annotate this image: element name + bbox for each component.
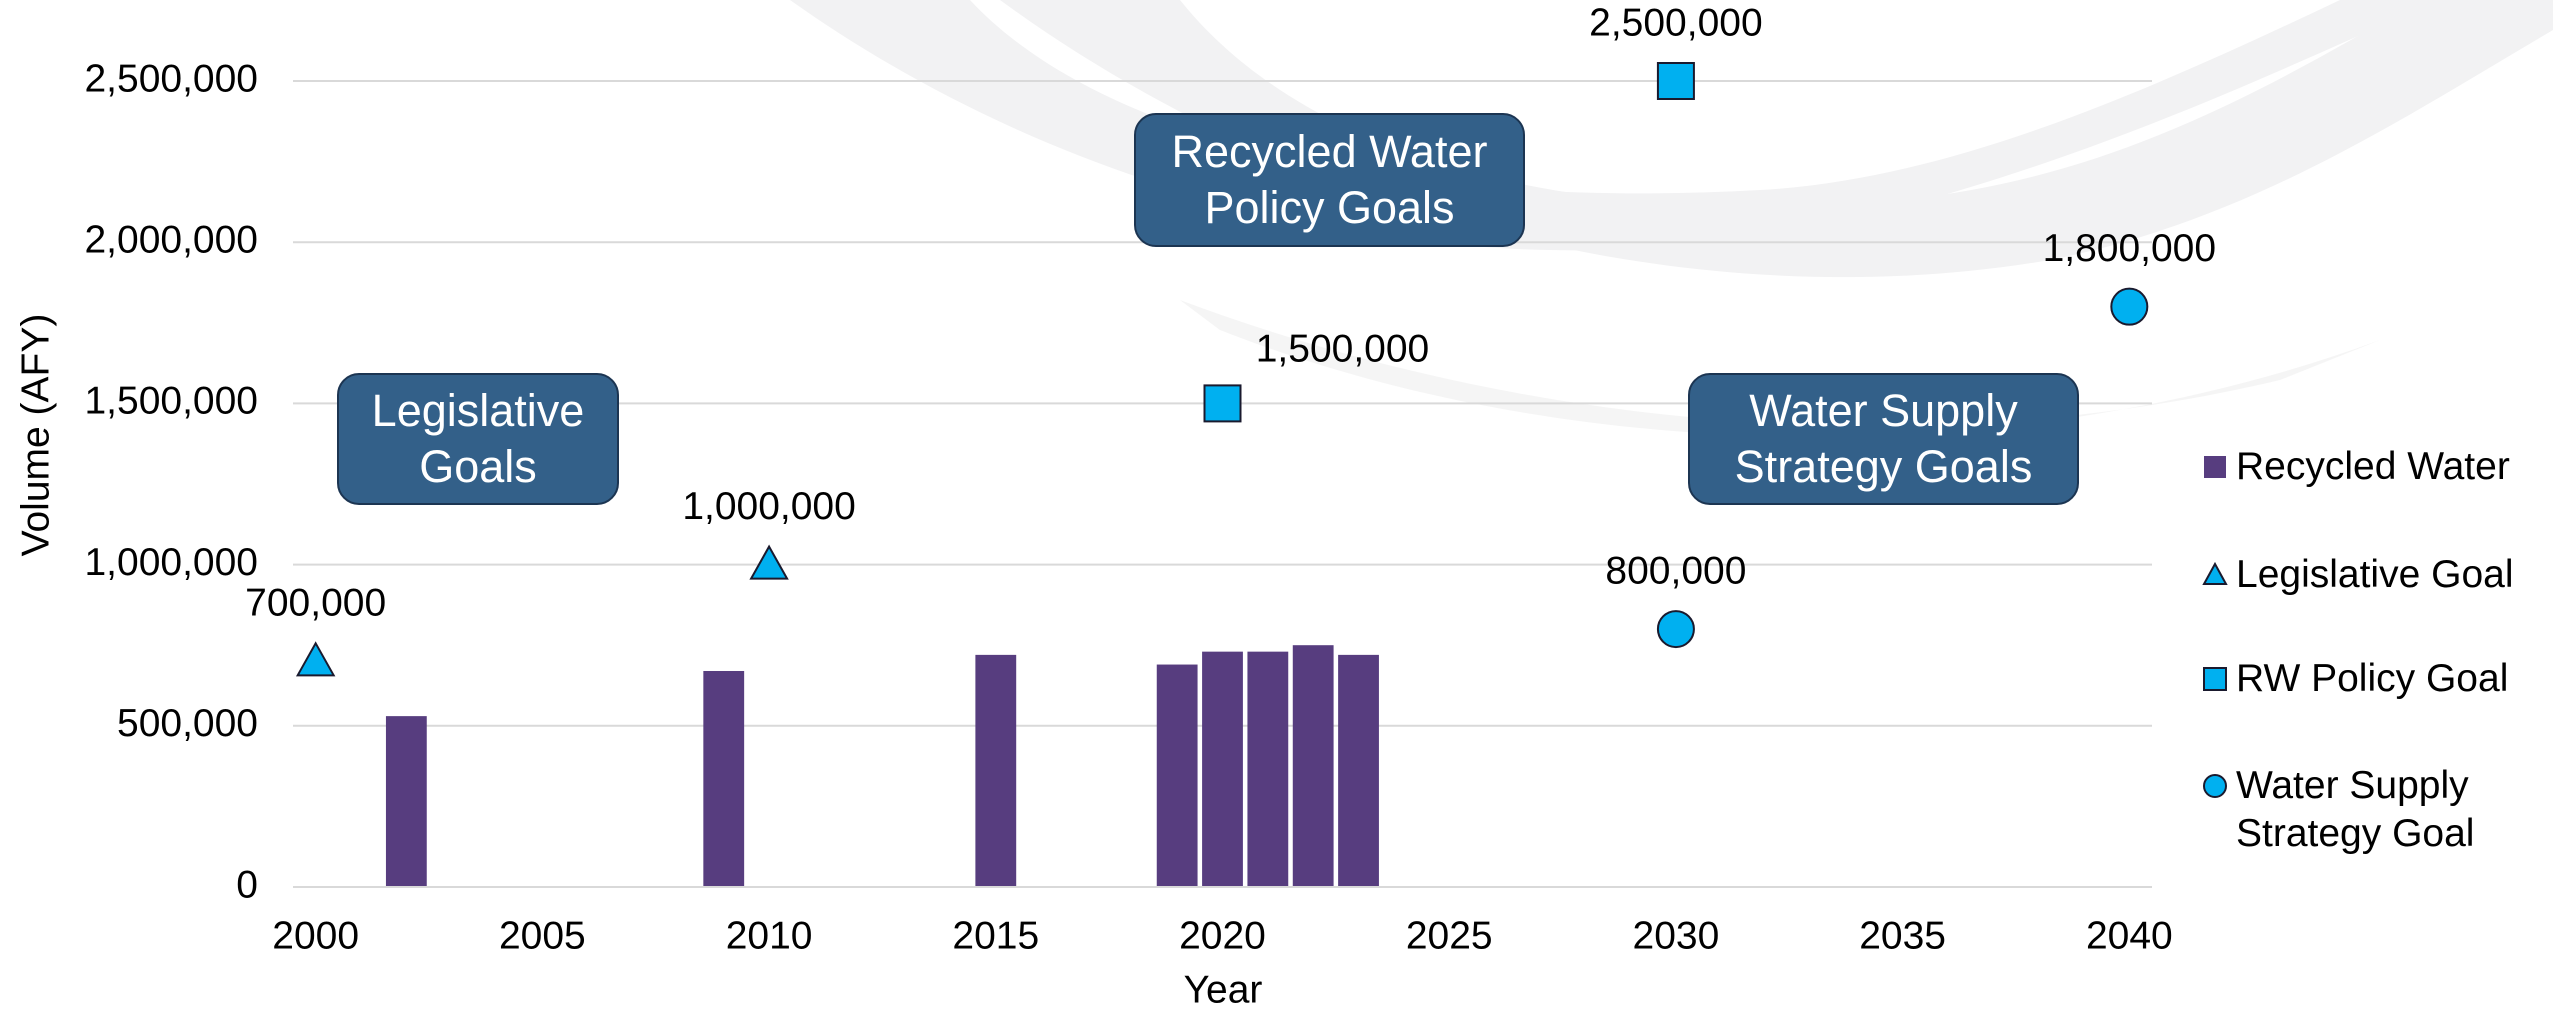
- legend-label: Recycled Water: [2236, 445, 2510, 488]
- y-tick-label: 1,500,000: [84, 380, 258, 423]
- y-tick-label: 2,000,000: [84, 218, 258, 261]
- x-tick-label: 2035: [1859, 914, 1946, 957]
- bar: [703, 670, 745, 887]
- x-tick-label: 2020: [1179, 914, 1266, 957]
- bar: [1292, 645, 1334, 887]
- y-axis-title: Volume (AFY): [14, 314, 57, 557]
- y-tick-label: 2,500,000: [84, 57, 258, 100]
- legend-swatch: [2203, 774, 2227, 798]
- legend-swatch: [2203, 667, 2227, 691]
- bar: [1202, 651, 1243, 887]
- annotation-box: Recycled Water Policy Goals: [1134, 113, 1525, 247]
- x-tick-label: 2015: [952, 914, 1039, 957]
- legend-swatch: [2204, 456, 2226, 478]
- marker: [295, 641, 336, 677]
- bar: [1247, 651, 1289, 887]
- legend-label: RW Policy Goal: [2236, 657, 2509, 700]
- bar: [1338, 654, 1379, 887]
- x-tick-label: 2025: [1406, 914, 1493, 957]
- annotation-box: Water Supply Strategy Goals: [1688, 373, 2079, 505]
- x-tick-label: 2000: [272, 914, 359, 957]
- bar: [975, 654, 1017, 887]
- legend-marker: [2202, 561, 2228, 585]
- legend-marker: [2204, 456, 2226, 478]
- data-label: 1,500,000: [1256, 328, 1430, 371]
- bar: [1156, 664, 1198, 887]
- x-tick-label: 2030: [1633, 914, 1720, 957]
- bar: [385, 716, 427, 887]
- marker: [1656, 62, 1695, 100]
- legend-marker: [2203, 667, 2227, 691]
- legend-swatch: [2202, 561, 2228, 585]
- data-label: 1,000,000: [682, 485, 856, 528]
- data-label: 800,000: [1605, 549, 1746, 592]
- y-tick-label: 0: [236, 863, 258, 906]
- x-tick-label: 2040: [2086, 914, 2173, 957]
- legend-label: Legislative Goal: [2236, 553, 2514, 596]
- x-axis-title: Year: [1184, 968, 1263, 1011]
- data-label: 700,000: [245, 582, 386, 625]
- data-label: 1,800,000: [2043, 227, 2217, 270]
- marker: [1203, 384, 1242, 423]
- marker: [2110, 287, 2149, 326]
- data-label: 2,500,000: [1589, 1, 1763, 44]
- marker: [749, 544, 789, 580]
- legend-marker: [2203, 774, 2227, 798]
- legend-label: Water Supply Strategy Goal: [2236, 764, 2475, 855]
- x-tick-label: 2005: [499, 914, 586, 957]
- x-tick-label: 2010: [726, 914, 813, 957]
- y-tick-label: 1,000,000: [84, 541, 258, 584]
- annotation-box: Legislative Goals: [337, 373, 619, 505]
- y-tick-label: 500,000: [117, 702, 258, 745]
- marker: [1656, 610, 1695, 649]
